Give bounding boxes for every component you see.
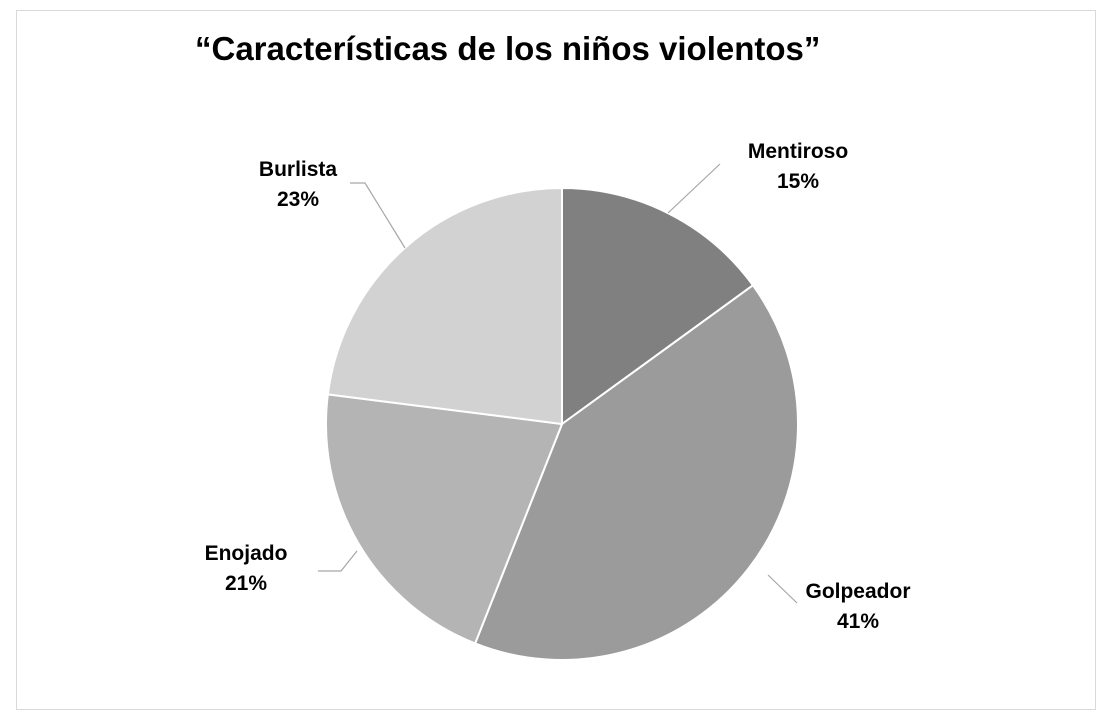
pie-slice-enojado <box>325 393 564 645</box>
chart-title: “Características de los niños violentos” <box>195 30 821 67</box>
slice-value-label: 21% <box>225 572 267 595</box>
slice-category-label: Golpeador <box>805 580 910 603</box>
leader-line-golpeador <box>767 574 798 604</box>
slice-value-label: 41% <box>837 610 879 633</box>
pie-slice-golpeador <box>473 283 799 662</box>
leader-line-burlista <box>350 182 406 249</box>
slice-value-label: 15% <box>777 170 819 193</box>
slice-value-label: 23% <box>277 188 319 211</box>
pie-slice-mentiroso <box>561 186 755 426</box>
slice-category-label: Mentiroso <box>748 140 848 163</box>
slice-category-label: Enojado <box>205 542 288 565</box>
leader-line-mentiroso <box>667 163 721 214</box>
slice-category-label: Burlista <box>259 158 338 181</box>
leader-line-enojado <box>318 550 358 572</box>
pie-slice-burlista <box>326 186 563 426</box>
